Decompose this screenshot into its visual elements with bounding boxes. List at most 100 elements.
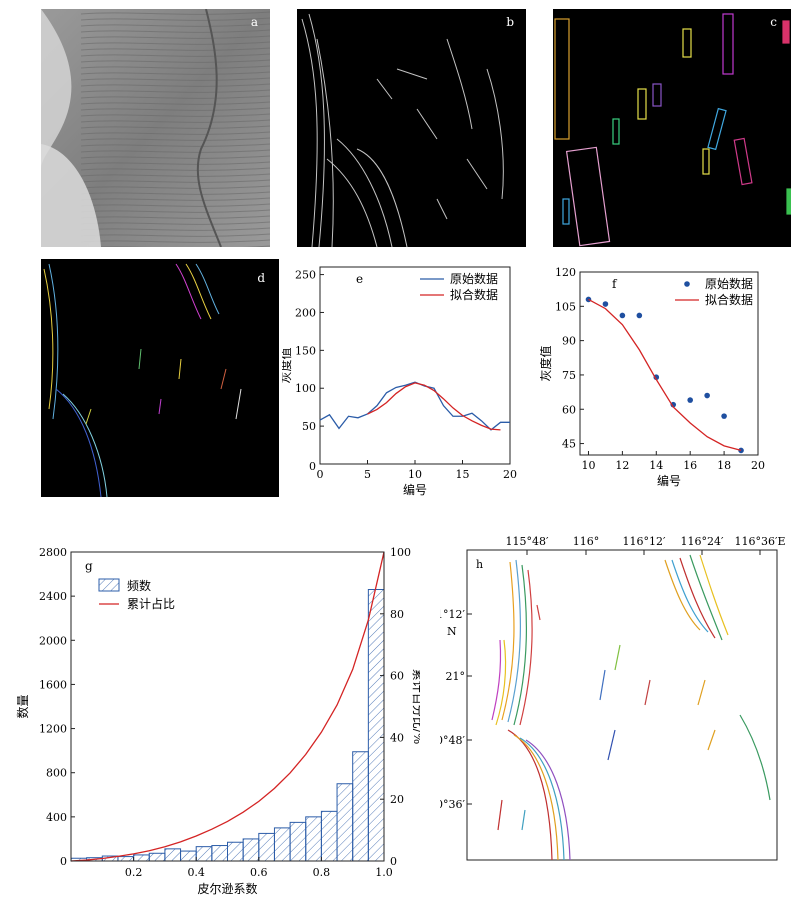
map-y-tick-label: 20°36′ [440, 798, 465, 811]
histogram-bar [305, 816, 322, 862]
panel-h-label: h [476, 558, 483, 571]
panel-a-texture-line [80, 209, 270, 213]
histogram-bar [367, 589, 385, 862]
y2-tick-label: 40 [390, 731, 404, 744]
panel-c-image: c [553, 9, 791, 247]
histogram-bar [211, 845, 229, 862]
histogram-bar [273, 827, 291, 862]
x-tick-label: 20 [751, 459, 765, 472]
y-tick-label: 1200 [39, 723, 67, 736]
panel-a-texture-line [80, 131, 270, 135]
x-tick-label: 5 [364, 468, 371, 481]
x-tick-label: 0 [317, 468, 324, 481]
panel-a-texture-line [80, 215, 270, 219]
data-point [704, 392, 710, 399]
x-tick-label: 14 [649, 459, 663, 472]
panel-b-label: b [506, 15, 514, 29]
panel-a-texture-line [80, 161, 270, 165]
panel-d-label: d [257, 271, 265, 285]
data-point [687, 397, 693, 403]
panel-a-label: a [250, 15, 258, 29]
y-axis-label: 灰度值 [540, 345, 553, 381]
cumulative-line [70, 551, 385, 862]
y-tick-label: 0 [309, 460, 316, 473]
y-tick-label: 1600 [39, 678, 67, 691]
data-point [636, 312, 643, 319]
plot-frame [70, 551, 385, 862]
panel-c-label: c [770, 15, 777, 29]
histogram-bar [289, 821, 307, 862]
data-point [670, 401, 677, 408]
panel-a-texture-line [80, 83, 270, 87]
y2-tick-label: 20 [390, 793, 404, 806]
y-tick-label: 250 [295, 269, 316, 282]
panel-a-texture-line [80, 41, 270, 45]
y-tick-label: 2800 [39, 546, 67, 559]
x-tick-label: 0.6 [250, 866, 268, 879]
histogram-bar [148, 852, 166, 862]
map-north-label: N [447, 625, 457, 638]
x-axis-label: 编号 [403, 482, 427, 497]
x-tick-label: 10 [408, 468, 422, 481]
panel-c-boxes [554, 13, 791, 247]
data-point [721, 413, 727, 419]
panel-a-texture-line [80, 119, 270, 123]
histogram-bar [133, 854, 150, 862]
x-tick-label: 1.0 [375, 866, 393, 879]
series-line-2 [367, 382, 501, 431]
panel-a-texture-line [80, 185, 270, 189]
legend-label: 拟合数据 [450, 287, 498, 302]
y-axis-label: 灰度值 [282, 347, 293, 383]
x-tick-label: 0.8 [313, 866, 331, 879]
panel-a-texture-line [80, 167, 270, 171]
y-tick-label: 100 [295, 382, 316, 395]
panel-a-texture-line [80, 17, 270, 21]
histogram-bar [336, 783, 354, 862]
panel-a-texture-line [80, 101, 270, 105]
y-tick-label: 120 [555, 266, 576, 279]
panel-label: g [85, 559, 93, 573]
panel-a-texture-line [80, 155, 270, 159]
x-tick-label: 16 [683, 459, 697, 472]
panel-a-texture-line [80, 173, 270, 177]
panel-b-edges [301, 13, 504, 247]
y2-tick-label: 80 [390, 608, 404, 621]
y-tick-label: 45 [562, 438, 576, 451]
y-tick-label: 400 [46, 811, 67, 824]
y-tick-label: 800 [46, 767, 67, 780]
map-x-tick-label: 116°24′ [681, 535, 724, 548]
x-tick-label: 18 [717, 459, 731, 472]
y2-tick-label: 0 [390, 855, 397, 868]
histogram-bar [258, 832, 275, 862]
panel-a-texture-line [80, 71, 270, 75]
panel-a-texture-line [80, 203, 270, 207]
y2-tick-label: 100 [390, 546, 411, 559]
y-axis-label: 数量 [15, 694, 30, 718]
panel-a-texture-line [80, 197, 270, 201]
y-tick-label: 2000 [39, 634, 67, 647]
panel-a-texture [41, 9, 270, 247]
histogram-bar [195, 846, 213, 862]
x-tick-label: 15 [456, 468, 470, 481]
legend-label: 原始数据 [705, 276, 753, 291]
map-x-tick-label: 116° [573, 535, 600, 548]
x-axis-label: 编号 [657, 473, 681, 488]
panel-a-texture-line [80, 77, 270, 81]
panel-a-texture-line [80, 11, 270, 15]
y-tick-label: 0 [60, 855, 67, 868]
data-point [738, 447, 744, 454]
panel-a-texture-line [80, 191, 270, 195]
panel-a-texture-line [80, 107, 270, 111]
map-y-tick-label: 21°12′ [440, 608, 465, 621]
map-x-tick-label: 115°48′ [506, 535, 549, 548]
panel-a-image: a [41, 9, 270, 247]
map-lineaments [491, 554, 771, 861]
histogram-bar [352, 751, 369, 862]
panel-a-texture-line [80, 143, 270, 147]
y2-tick-label: 60 [390, 670, 404, 683]
x-tick-label: 0.4 [187, 866, 205, 879]
y-tick-label: 75 [562, 369, 576, 382]
panel-a-texture-line [80, 227, 270, 231]
legend-label: 拟合数据 [705, 292, 753, 307]
